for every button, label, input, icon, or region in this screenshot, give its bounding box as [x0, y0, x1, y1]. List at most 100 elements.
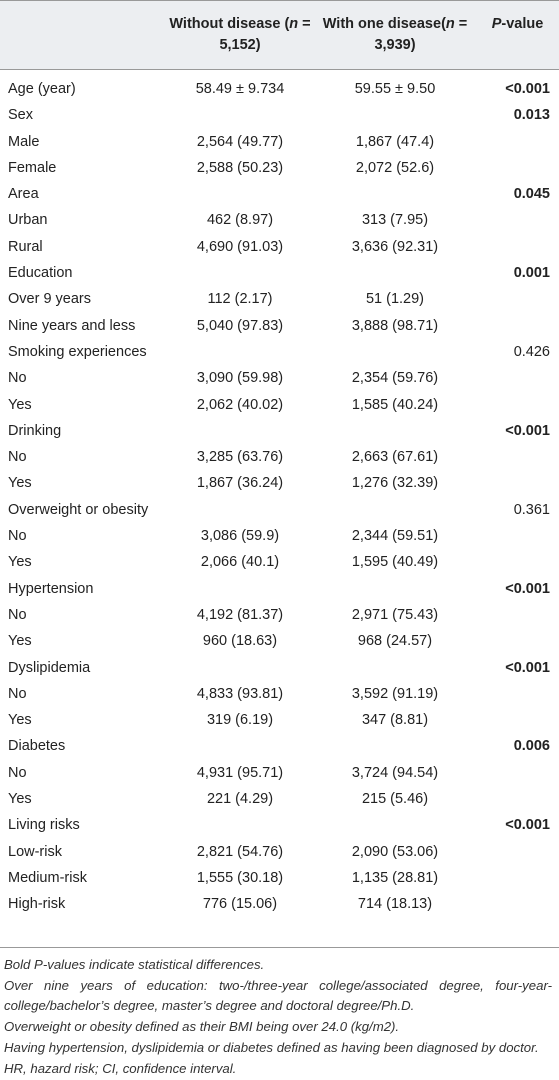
table-row: Yes 2,062 (40.02) 1,585 (40.24) [0, 392, 559, 418]
row-label: Over 9 years [8, 291, 91, 308]
row-label: Female [8, 159, 57, 176]
table-row: Rural 4,690 (91.03) 3,636 (92.31) [0, 234, 559, 260]
cell-without: 58.49 ± 9.734 [195, 81, 285, 97]
cell-with: 2,354 (59.76) [351, 370, 439, 387]
footnote: Overweight or obesity defined as their B… [4, 1019, 400, 1034]
cell-without: 2,564 (49.77) [196, 133, 284, 150]
header-cell: Without disease (n = 5,152) [160, 14, 320, 56]
row-label: Dyslipidemia [8, 659, 91, 676]
row-label: No [8, 370, 27, 387]
header-text: -value [501, 16, 544, 32]
cell-with: 1,585 (40.24) [351, 396, 439, 413]
row-label: No [8, 606, 27, 623]
row-label: Yes [8, 791, 32, 808]
cell-with: 51 (1.29) [365, 291, 425, 308]
table-row: Area 0.045 [0, 181, 559, 207]
table-row: Yes 221 (4.29) 215 (5.46) [0, 786, 559, 812]
cell-without: 462 (8.97) [206, 212, 274, 229]
row-label: Yes [8, 396, 32, 413]
cell-without: 1,867 (36.24) [196, 475, 284, 492]
cell-without: 5,040 (97.83) [196, 317, 284, 334]
cell-without: 112 (2.17) [207, 291, 273, 308]
cell-with: 215 (5.46) [361, 791, 429, 808]
row-label: Living risks [8, 817, 80, 834]
cell-with: 2,971 (75.43) [351, 606, 439, 623]
row-label: Yes [8, 475, 32, 492]
table-body: Age (year) 58.49 ± 9.734 59.55 ± 9.50 <0.00… [0, 76, 559, 918]
p-value: 0.006 [513, 738, 550, 755]
table-row: Education 0.001 [0, 260, 559, 286]
table-row: Medium-risk 1,555 (30.18) 1,135 (28.81) [0, 865, 559, 891]
cell-without: 319 (6.19) [206, 712, 274, 729]
cell-with: 313 (7.95) [361, 212, 429, 229]
header-text: n [289, 16, 299, 32]
row-label: No [8, 685, 27, 702]
row-label: Drinking [8, 422, 62, 439]
row-label: Yes [8, 633, 32, 650]
cell-without: 960 (18.63) [202, 633, 278, 650]
row-label: No [8, 764, 27, 781]
table-rule [0, 947, 559, 948]
table-row: Overweight or obesity 0.361 [0, 497, 559, 523]
table-row: No 4,192 (81.37) 2,971 (75.43) [0, 602, 559, 628]
cell-without: 2,066 (40.1) [200, 554, 280, 571]
table-row: Low-risk 2,821 (54.76) 2,090 (53.06) [0, 839, 559, 865]
cell-without: 3,285 (63.76) [196, 449, 284, 466]
cell-without: 2,062 (40.02) [196, 396, 284, 413]
cell-with: 714 (18.13) [357, 896, 433, 913]
row-label: Nine years and less [8, 317, 136, 334]
p-value: <0.001 [505, 81, 550, 97]
header-text: = 3,939) [374, 16, 468, 53]
table-row: Male 2,564 (49.77) 1,867 (47.4) [0, 129, 559, 155]
cell-with: 1,595 (40.49) [351, 554, 439, 571]
p-value: <0.001 [505, 817, 550, 834]
table-row: High-risk 776 (15.06) 714 (18.13) [0, 891, 559, 917]
footnote: Having hypertension, dyslipidemia or dia… [4, 1040, 539, 1055]
header-text: Without disease ( [169, 16, 290, 32]
p-value: <0.001 [505, 422, 550, 439]
cell-with: 3,888 (98.71) [351, 317, 439, 334]
table-row: No 4,833 (93.81) 3,592 (91.19) [0, 681, 559, 707]
table-row: Nine years and less 5,040 (97.83) 3,888 (9… [0, 313, 559, 339]
cell-with: 1,135 (28.81) [351, 869, 439, 886]
row-label: Hypertension [8, 580, 94, 597]
row-label: Diabetes [8, 738, 66, 755]
cell-with: 3,724 (94.54) [351, 764, 439, 781]
cell-without: 776 (15.06) [202, 896, 278, 913]
cell-with: 968 (24.57) [357, 633, 433, 650]
row-label: Rural [8, 238, 43, 255]
cell-without: 3,090 (59.98) [196, 370, 284, 387]
header-text: With one disease [322, 16, 442, 32]
table-row: Dyslipidemia <0.001 [0, 655, 559, 681]
cell-without: 4,833 (93.81) [196, 685, 284, 702]
table-row: Smoking experiences 0.426 [0, 339, 559, 365]
row-label: Male [8, 133, 40, 150]
cell-without: 1,555 (30.18) [196, 869, 284, 886]
footnotes: Bold P-values indicate statistical diffe… [4, 955, 552, 1080]
cell-with: 2,663 (67.61) [351, 449, 439, 466]
table-row: Yes 1,867 (36.24) 1,276 (32.39) [0, 470, 559, 496]
row-label: Area [8, 186, 39, 203]
cell-with: 3,592 (91.19) [351, 685, 439, 702]
p-value: 0.001 [513, 265, 550, 282]
footnote: HR, hazard risk; CI, confidence interval… [4, 1061, 237, 1076]
footnote: Over nine years of education: two-/three… [4, 978, 552, 1013]
p-value: 0.361 [513, 501, 550, 518]
cell-with: 3,636 (92.31) [351, 238, 439, 255]
header-text: ( [441, 16, 446, 32]
header-text: = 5,152) [219, 16, 311, 53]
cell-with: 59.55 ± 9.50 [354, 81, 436, 97]
row-label: Overweight or obesity [8, 501, 149, 518]
row-label: Urban [8, 212, 48, 229]
table-row: No 3,086 (59.9) 2,344 (59.51) [0, 523, 559, 549]
table-row: Diabetes 0.006 [0, 733, 559, 759]
footnote: Bold P-values indicate statistical diffe… [4, 957, 265, 972]
row-label: Yes [8, 712, 32, 729]
row-label: High-risk [8, 896, 66, 913]
cell-with: 2,344 (59.51) [351, 528, 439, 545]
p-value: 0.045 [513, 186, 550, 203]
table-row: Female 2,588 (50.23) 2,072 (52.6) [0, 155, 559, 181]
row-label: Medium-risk [8, 869, 87, 886]
row-label: No [8, 528, 27, 545]
